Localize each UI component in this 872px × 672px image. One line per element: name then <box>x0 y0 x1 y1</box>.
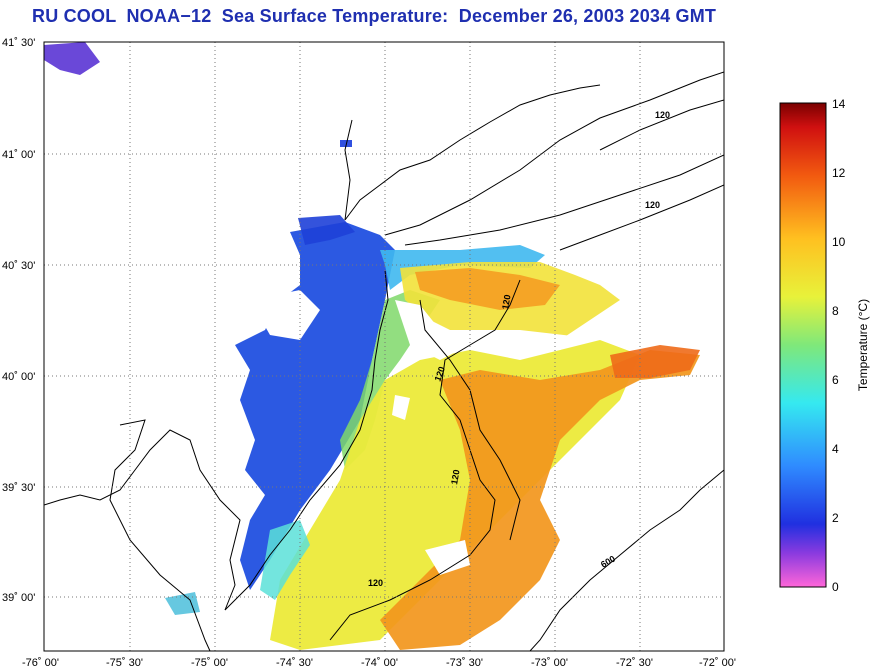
x-axis-labels: -76˚ 00' -75˚ 30' -75˚ 00' -74˚ 30' -74˚… <box>22 657 736 669</box>
connecticut-shore <box>344 84 601 221</box>
cold-water-patch <box>298 215 355 245</box>
cool-coastal-strip <box>260 520 310 600</box>
y-tick-label: 39˚ 00' <box>2 592 35 604</box>
y-tick-label: 41˚ 30' <box>2 37 35 49</box>
warm-water-orange-north <box>415 268 560 310</box>
map-title: RU COOL NOAA−12 Sea Surface Temperature:… <box>32 6 717 26</box>
y-tick-label: 40˚ 00' <box>2 371 35 383</box>
bathymetry-contours <box>329 99 724 651</box>
colorbar-tick-label: 0 <box>832 580 839 594</box>
contour-600 <box>529 469 724 651</box>
small-patch-southwest <box>165 592 200 615</box>
y-tick-label: 40˚ 30' <box>2 260 35 272</box>
map-border <box>43 41 725 652</box>
new-jersey-coastline <box>224 269 389 611</box>
warm-patch-east <box>610 345 700 378</box>
long-island-south-shore <box>404 154 724 246</box>
cloud-gap <box>392 395 410 420</box>
x-tick-label: -75˚ 00' <box>191 657 228 669</box>
contour-shelf-north <box>559 184 724 251</box>
colorbar <box>779 102 827 588</box>
graticule <box>44 42 724 651</box>
contour-120 <box>329 279 521 641</box>
y-axis-labels: 41˚ 30' 41˚ 00' 40˚ 30' 40˚ 00' 39˚ 30' … <box>2 37 35 604</box>
cool-band-north <box>380 245 545 290</box>
hudson-river <box>344 119 353 221</box>
x-tick-label: -74˚ 00' <box>361 657 398 669</box>
y-tick-label: 39˚ 30' <box>2 482 35 494</box>
long-island-north-shore <box>384 71 724 236</box>
cloud-gap <box>395 300 470 360</box>
colorbar-tick-label: 12 <box>832 166 846 180</box>
colorbar-tick-label: 8 <box>832 304 839 318</box>
colorbar-ticks: 14 12 10 8 6 4 2 0 <box>832 97 846 594</box>
warm-water-orange <box>380 350 700 650</box>
small-patch-north <box>340 140 352 147</box>
delaware-coast <box>109 419 211 651</box>
contour-120-inner <box>419 299 521 541</box>
contour-shelf-north-2 <box>599 99 724 151</box>
contour-label: 120 <box>432 365 447 383</box>
x-tick-label: -73˚ 00' <box>531 657 568 669</box>
colorbar-title: Temperature (°C) <box>856 299 870 391</box>
colorbar-tick-label: 4 <box>832 442 839 456</box>
contour-label: 120 <box>368 578 383 588</box>
colorbar-tick-label: 2 <box>832 511 839 525</box>
x-tick-label: -72˚ 00' <box>699 657 736 669</box>
y-tick-label: 41˚ 00' <box>2 149 35 161</box>
coastline-layer <box>44 71 724 651</box>
colorbar-tick-label: 6 <box>832 373 839 387</box>
x-tick-label: -72˚ 30' <box>616 657 653 669</box>
cloud-gap <box>250 290 320 340</box>
cloud-gap <box>425 540 470 575</box>
colorbar-tick-label: 10 <box>832 235 846 249</box>
x-tick-label: -74˚ 30' <box>276 657 313 669</box>
x-tick-label: -75˚ 30' <box>106 657 143 669</box>
cloud-gap <box>445 330 590 355</box>
colorbar-tick-label: 14 <box>832 97 846 111</box>
contour-label: 120 <box>655 110 670 120</box>
contour-labels: 120 120 120 120 120 120 600 <box>368 110 670 588</box>
sst-field <box>44 42 700 650</box>
contour-label: 120 <box>500 294 512 311</box>
northwest-patch <box>44 42 100 75</box>
x-tick-label: -76˚ 00' <box>22 657 59 669</box>
x-tick-label: -73˚ 30' <box>446 657 483 669</box>
delaware-bay-coast <box>44 429 241 611</box>
contour-label: 120 <box>645 200 660 210</box>
contour-label: 120 <box>449 469 461 486</box>
